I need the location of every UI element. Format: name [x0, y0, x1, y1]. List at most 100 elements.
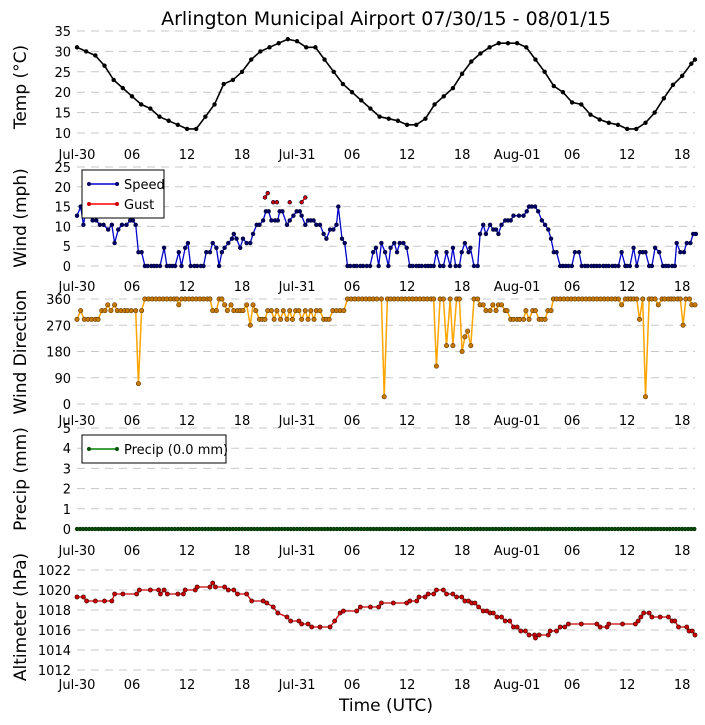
chart-title: Arlington Municipal Airport 07/30/15 - 0…	[161, 8, 611, 30]
x-tick-label: 12	[619, 544, 636, 559]
data-point	[588, 112, 593, 117]
data-point	[649, 263, 655, 269]
data-point	[579, 102, 584, 107]
data-point	[93, 53, 98, 58]
y-tick-label: 5	[63, 422, 71, 437]
legend-label: Speed	[124, 178, 165, 193]
data-point	[156, 587, 162, 593]
data-point	[637, 316, 643, 322]
y-axis-label: Temp (°C)	[11, 45, 31, 130]
data-point	[269, 218, 274, 223]
data-point	[249, 57, 254, 62]
data-point	[431, 296, 437, 302]
y-axis-label: Wind (mph)	[11, 168, 31, 268]
data-point	[373, 245, 379, 250]
data-point	[291, 213, 296, 218]
data-point	[133, 222, 138, 228]
data-point	[642, 394, 648, 400]
y-tick-label: 10	[54, 127, 71, 142]
data-point	[314, 222, 319, 228]
series-line	[76, 204, 696, 267]
data-point	[240, 236, 246, 241]
x-tick-label: Aug-01	[494, 414, 541, 429]
data-point	[620, 621, 625, 627]
data-point	[450, 591, 456, 597]
data-point	[433, 363, 439, 369]
direction-series-direction	[74, 296, 698, 400]
data-point	[377, 114, 382, 119]
data-point	[304, 45, 309, 50]
data-point	[119, 222, 125, 228]
x-tick-label: 06	[124, 678, 141, 693]
data-point	[692, 57, 698, 62]
x-tick-label: 06	[564, 544, 581, 559]
data-point	[487, 308, 493, 314]
y-tick-label: 1014	[38, 644, 71, 659]
x-tick-label: 06	[564, 280, 581, 295]
data-point	[606, 621, 612, 627]
data-point	[655, 302, 661, 308]
data-point	[493, 227, 499, 232]
data-point	[631, 245, 636, 250]
data-point	[394, 249, 400, 255]
data-point	[643, 249, 648, 255]
data-point	[454, 594, 460, 600]
data-point	[161, 245, 167, 250]
data-point	[468, 343, 474, 349]
data-point	[340, 608, 346, 614]
data-point	[652, 110, 657, 115]
data-point	[139, 308, 145, 314]
data-point	[313, 45, 318, 50]
data-point	[284, 222, 290, 228]
data-point	[404, 122, 410, 128]
data-point	[175, 122, 181, 128]
data-point	[224, 308, 230, 314]
data-point	[444, 591, 449, 597]
data-point	[210, 580, 216, 586]
legend-label: Gust	[124, 198, 154, 213]
data-point	[299, 200, 304, 205]
x-tick-label: 12	[179, 678, 196, 693]
x-tick-label: 06	[344, 280, 361, 295]
data-point	[278, 316, 284, 322]
y-tick-label: 1	[63, 503, 71, 518]
data-point	[677, 296, 683, 302]
data-point	[597, 117, 602, 122]
data-point	[81, 594, 86, 600]
data-point	[294, 38, 300, 44]
data-point	[431, 591, 437, 597]
data-point	[447, 263, 453, 269]
data-point	[95, 316, 101, 322]
data-point	[124, 222, 129, 228]
x-tick-label: Jul-31	[278, 414, 316, 429]
data-point	[447, 296, 453, 302]
data-point	[670, 82, 676, 88]
y-tick-label: 270	[46, 319, 71, 334]
data-point	[207, 249, 213, 255]
data-point	[166, 118, 171, 123]
data-point	[554, 249, 559, 255]
data-point	[638, 614, 644, 620]
y-tick-label: 25	[54, 66, 71, 81]
data-point	[539, 218, 545, 223]
data-point	[229, 236, 235, 241]
data-point	[285, 36, 291, 42]
temp-series-temp	[74, 36, 698, 132]
data-point	[176, 249, 181, 255]
y-tick-label: 30	[54, 45, 71, 60]
y-tick-label: 5	[63, 240, 71, 255]
data-point	[597, 624, 603, 630]
data-point	[569, 263, 574, 269]
data-point	[661, 96, 667, 101]
data-point	[483, 231, 489, 237]
data-point	[450, 343, 456, 349]
data-point	[423, 116, 428, 121]
data-point	[133, 308, 139, 314]
data-point	[341, 308, 347, 314]
x-tick-label: 18	[674, 544, 691, 559]
data-point	[499, 222, 504, 228]
data-point	[487, 45, 492, 50]
data-point	[357, 604, 363, 610]
x-tick-label: Jul-31	[278, 678, 316, 693]
